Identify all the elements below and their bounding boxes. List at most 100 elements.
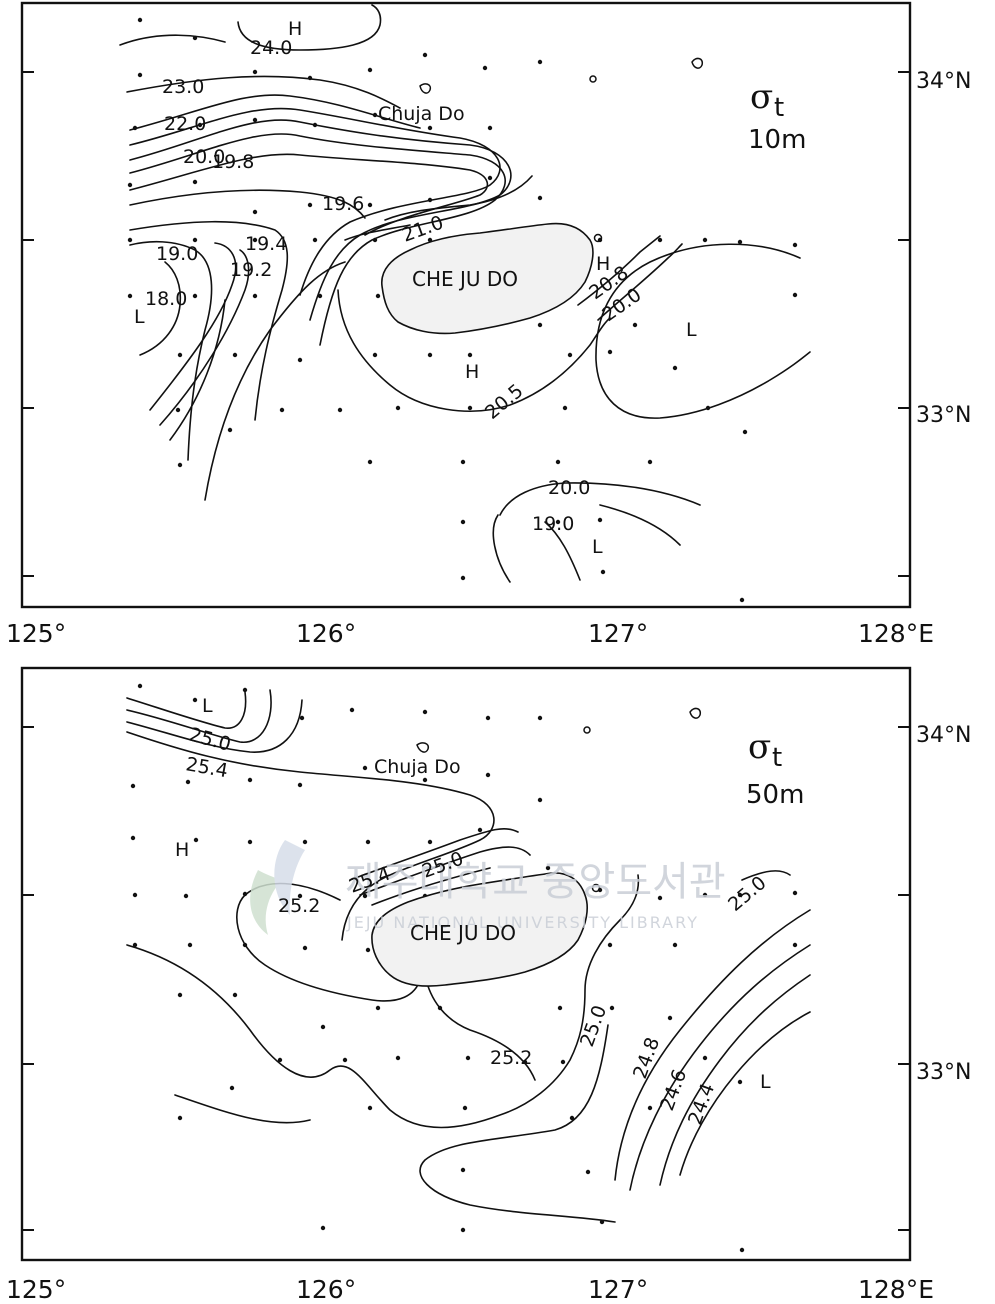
contour-25.0-far-east <box>741 870 791 881</box>
contour-label: 19.8 <box>212 151 254 173</box>
variable-subscript: t <box>772 743 782 773</box>
islet-small <box>583 726 591 734</box>
variable-symbol: σ <box>750 77 773 117</box>
contour-label: 18.0 <box>145 288 187 310</box>
station-point <box>737 892 743 898</box>
island-name: CHE JU DO <box>410 921 516 945</box>
station-point <box>460 1167 466 1173</box>
contour-24.4 <box>679 1011 811 1176</box>
station-point <box>252 209 258 215</box>
contour-west-big <box>126 874 640 1129</box>
panel-50m-frame <box>20 666 912 1262</box>
station-point <box>193 837 199 843</box>
contour-19.0-south-b <box>544 521 581 581</box>
station-point <box>317 293 323 299</box>
station-point <box>467 352 473 358</box>
contour-20.8-b <box>597 243 683 321</box>
station-point <box>375 1005 381 1011</box>
place-name: Chuja Do <box>374 756 461 778</box>
chuja-islet <box>416 742 430 753</box>
station-point <box>177 992 183 998</box>
station-point <box>175 407 181 413</box>
station-point <box>252 237 258 243</box>
station-point <box>297 782 303 788</box>
station-point <box>569 1115 575 1121</box>
station-point <box>367 202 373 208</box>
contour-24.6 <box>659 974 811 1186</box>
station-point <box>375 293 381 299</box>
contour-19-south-c <box>599 504 681 546</box>
station-point <box>537 195 543 201</box>
station-point <box>130 835 136 841</box>
station-point <box>739 1247 745 1253</box>
depth-label: 50m <box>746 780 804 810</box>
station-point <box>362 893 368 899</box>
depth-label: 10m <box>748 125 806 155</box>
panel-50m: 제주대학교 중앙도서관 JEJU NATIONAL UNIVERSITY LIB… <box>6 666 971 1304</box>
station-point <box>192 179 198 185</box>
contour-19.6 <box>129 189 366 219</box>
high-marker: H <box>175 839 189 861</box>
station-point <box>252 117 258 123</box>
station-point <box>792 942 798 948</box>
watermark-logo-leaf <box>250 870 282 935</box>
contour-19.0-s <box>169 299 226 441</box>
station-point <box>127 237 133 243</box>
station-point <box>362 765 368 771</box>
station-point <box>460 519 466 525</box>
contour-label: 19.0 <box>532 513 574 535</box>
contour-19.0-south <box>492 514 511 583</box>
low-marker: L <box>134 306 145 328</box>
contour-west-mid <box>174 1094 311 1124</box>
station-point <box>183 893 189 899</box>
contour-24.8 <box>629 944 811 1191</box>
station-point <box>365 839 371 845</box>
contour-west-outer <box>204 261 346 501</box>
station-point <box>247 839 253 845</box>
contour-label: 19.6 <box>322 193 364 215</box>
isopycnal-contours <box>126 689 811 1223</box>
chuja-islet <box>419 83 432 94</box>
contour-label: 19.4 <box>245 233 287 255</box>
station-point <box>555 519 561 525</box>
station-point <box>567 352 573 358</box>
station-point <box>395 1055 401 1061</box>
contour-19.8 <box>129 153 489 236</box>
contour-25.4-b <box>371 867 491 906</box>
variable-symbol: σ <box>748 727 771 767</box>
low-marker: L <box>686 319 697 341</box>
station-point <box>187 942 193 948</box>
station-point <box>185 779 191 785</box>
low-marker: L <box>592 536 603 558</box>
islet-east <box>691 57 704 69</box>
high-marker: H <box>465 361 479 383</box>
place-name: Chuja Do <box>378 103 465 125</box>
contour-20.8 <box>577 235 661 306</box>
station-point <box>487 125 493 131</box>
station-point <box>342 1057 348 1063</box>
station-point <box>229 1085 235 1091</box>
station-point <box>647 1105 653 1111</box>
station-point <box>739 597 745 603</box>
contour-21.0-b <box>344 224 411 241</box>
station-point <box>485 715 491 721</box>
contour-23.0 <box>126 75 401 109</box>
station-point <box>537 715 543 721</box>
station-point <box>372 352 378 358</box>
high-marker: H <box>288 18 302 40</box>
station-point <box>232 352 238 358</box>
lon-label: 126° <box>296 1275 356 1304</box>
station-point <box>427 352 433 358</box>
station-point <box>742 429 748 435</box>
contour-20.5 <box>337 289 611 412</box>
station-point <box>247 777 253 783</box>
station-point <box>297 357 303 363</box>
station-point <box>647 459 653 465</box>
contour-20.0-east <box>595 243 811 419</box>
lon-label: 127° <box>588 619 648 648</box>
station-point <box>297 893 303 899</box>
station-point <box>672 942 678 948</box>
station-point <box>320 1225 326 1231</box>
station-point <box>792 242 798 248</box>
contour-label: 22.0 <box>164 113 206 135</box>
